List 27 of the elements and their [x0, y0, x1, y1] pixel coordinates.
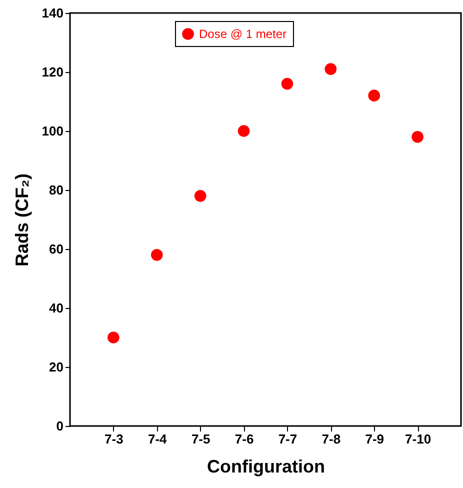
x-tick-label: 7-5 — [191, 432, 210, 446]
y-tick-label: 120 — [42, 64, 64, 80]
y-tick-label: 80 — [49, 182, 64, 198]
point — [324, 63, 337, 75]
point — [412, 130, 424, 143]
legend-label: Dose @ 1 meter — [199, 27, 287, 41]
y-tick-label: 100 — [42, 124, 64, 138]
x-axis-title: Configuration — [207, 456, 325, 476]
x-tick-label: 7-4 — [148, 432, 168, 446]
point — [194, 190, 206, 202]
y-tick-label: 40 — [49, 300, 64, 316]
y-tick-label: 0 — [56, 418, 64, 434]
x-tick-label: 7-7 — [278, 432, 298, 446]
point — [150, 248, 163, 261]
point — [108, 332, 120, 344]
x-tick-label: 7-3 — [104, 432, 124, 446]
point — [238, 125, 250, 137]
y-tick-label: 140 — [42, 6, 64, 20]
y-axis-title: Rads (CF₂) — [12, 173, 32, 266]
x-tick-label: 7-10 — [405, 432, 432, 446]
x-tick-label: 7-8 — [322, 432, 341, 446]
y-tick-label: 60 — [49, 242, 64, 256]
x-tick-label: 7-6 — [234, 432, 254, 446]
point — [368, 90, 380, 102]
x-tick-label: 7-9 — [365, 432, 384, 446]
y-tick-label: 20 — [49, 360, 64, 374]
point — [281, 78, 294, 90]
